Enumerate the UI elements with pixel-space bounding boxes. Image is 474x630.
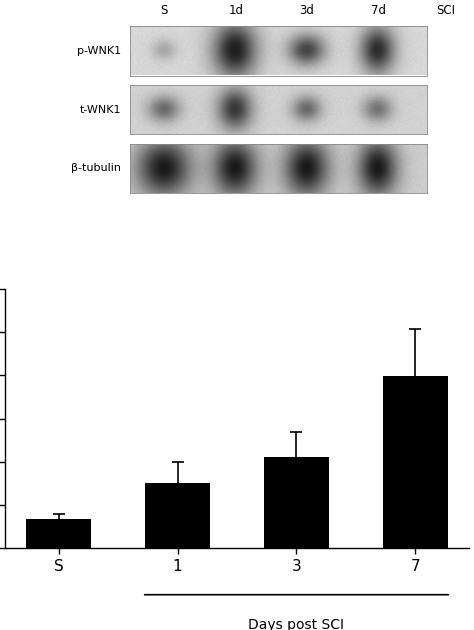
Text: 7d: 7d <box>371 4 386 16</box>
Bar <box>26 518 91 548</box>
Bar <box>264 457 329 548</box>
Text: β-tubulin: β-tubulin <box>71 163 121 173</box>
Text: S: S <box>161 4 168 16</box>
Text: Days post SCI: Days post SCI <box>248 618 345 630</box>
Bar <box>145 483 210 548</box>
Text: p-WNK1: p-WNK1 <box>77 45 121 55</box>
Text: SCI: SCI <box>437 4 456 16</box>
Text: t-WNK1: t-WNK1 <box>79 105 121 115</box>
Text: 3d: 3d <box>300 4 314 16</box>
Bar <box>383 376 448 548</box>
Text: 1d: 1d <box>228 4 243 16</box>
